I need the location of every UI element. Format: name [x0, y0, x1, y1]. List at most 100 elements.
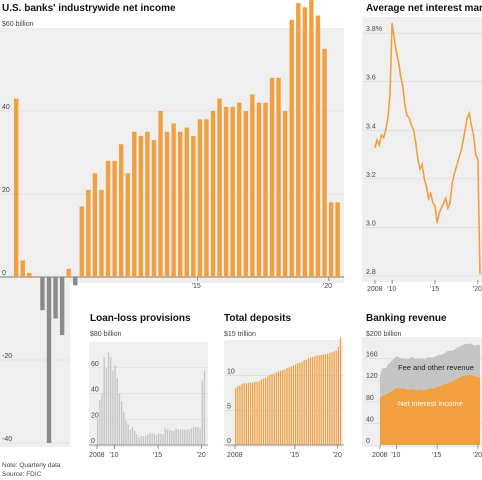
footnote: Note: Quarterly data — [2, 462, 61, 469]
net-income-bar — [20, 260, 25, 277]
net-income-bar — [27, 272, 32, 277]
nim-point — [464, 129, 466, 131]
nim-point — [442, 202, 445, 204]
deposits-bar — [307, 358, 310, 445]
loan-loss-bar — [175, 428, 177, 445]
revenue-y-tick: 0 — [366, 438, 370, 445]
revenue-y-tick: 80 — [366, 395, 374, 402]
loan-loss-bar — [142, 435, 145, 445]
nim-point — [382, 136, 385, 139]
deposits-bar — [264, 377, 267, 445]
loan-loss-bar — [164, 428, 166, 445]
deposits-chart: 10 5 0 2008 '15 '20 — [225, 337, 344, 459]
nim-point — [455, 166, 458, 168]
net-income-bar — [210, 111, 216, 277]
deposits-bar — [297, 363, 299, 445]
revenue-y-tick: 160 — [366, 352, 378, 359]
net-income-bar — [223, 106, 229, 277]
deposits-y-tick: 0 — [227, 438, 231, 445]
deposits-bar — [314, 356, 316, 445]
deposits-bar — [324, 354, 327, 445]
deposits-bar — [290, 366, 292, 445]
revenue-x-tick: 2008 — [372, 452, 388, 459]
nim-y-tick: 2.8 — [366, 269, 376, 276]
nim-point — [395, 51, 398, 54]
deposits-bar — [292, 365, 295, 445]
net-income-x-tick: '20 — [323, 283, 332, 290]
loan-loss-unit: $80 billion — [90, 331, 122, 338]
revenue-fee-area — [380, 343, 480, 398]
net-income-bar — [73, 277, 78, 286]
loan-loss-bar — [103, 357, 105, 445]
net-income-y-tick: -40 — [2, 436, 12, 443]
deposits-bar — [243, 383, 245, 445]
nim-panel-bg — [362, 17, 482, 282]
deposits-x-tick: 2008 — [227, 452, 243, 459]
loan-loss-bar — [114, 365, 116, 445]
loan-loss-bar — [177, 429, 179, 445]
deposits-y-tick: 10 — [227, 369, 235, 376]
nim-point — [462, 141, 464, 144]
deposits-bar — [320, 354, 322, 445]
net-income-bar — [289, 19, 294, 277]
nim-x-tick: '10 — [387, 286, 396, 293]
net-income-bar — [112, 160, 117, 277]
net-income-bar — [66, 268, 71, 277]
revenue-x-tick: '15 — [432, 452, 441, 459]
deposits-bar — [258, 381, 260, 445]
net-income-bar — [53, 277, 58, 319]
deposits-bar — [256, 381, 258, 445]
loan-loss-y-tick: 40 — [91, 387, 99, 394]
net-income-y-tick: -20 — [2, 353, 12, 360]
deposits-x-tick: '20 — [333, 452, 342, 459]
net-income-title: U.S. banks' industrywide net income — [2, 3, 176, 14]
loan-loss-y-tick: 20 — [91, 412, 99, 419]
nim-point — [376, 139, 378, 141]
net-income-bar — [335, 202, 340, 277]
net-income-bar — [151, 140, 157, 277]
loan-loss-bar — [107, 352, 110, 445]
deposits-bar — [239, 385, 241, 445]
deposits-bar — [273, 373, 275, 445]
deposits-bar — [269, 374, 271, 445]
nim-point — [449, 202, 451, 204]
nim-point — [457, 158, 460, 161]
revenue-y-tick: 40 — [366, 416, 374, 423]
loan-loss-bar — [129, 429, 132, 445]
deposits-bar — [241, 383, 243, 445]
deposits-bar — [294, 364, 297, 445]
net-income-y-tick: 20 — [2, 187, 10, 194]
deposits-bar — [331, 352, 333, 445]
net-income-bar — [118, 144, 124, 277]
deposits-bar — [284, 369, 286, 445]
loan-loss-bar — [147, 434, 149, 445]
loan-loss-x-tick: '15 — [153, 452, 162, 459]
net-income-bar — [276, 77, 281, 277]
loan-loss-bar — [120, 401, 123, 445]
nim-y-tick: 3.6 — [366, 75, 376, 82]
net-income-bar — [92, 173, 98, 277]
deposits-bar — [301, 361, 303, 445]
nim-point — [436, 221, 438, 224]
loan-loss-y-tick: 60 — [91, 361, 99, 368]
nim-point — [389, 93, 391, 95]
deposits-bar — [271, 374, 273, 445]
nim-point — [468, 112, 470, 114]
loan-loss-bar — [118, 393, 121, 445]
nim-point — [404, 105, 406, 107]
deposits-bar — [303, 360, 305, 445]
loan-loss-bar — [197, 426, 199, 445]
deposits-bar — [327, 353, 329, 445]
loan-loss-bar — [155, 434, 158, 445]
nim-point — [408, 117, 410, 119]
deposits-bar — [260, 379, 262, 445]
nim-point — [385, 129, 387, 131]
nim-point — [434, 204, 436, 207]
deposits-x-tick: '15 — [290, 452, 299, 459]
deposits-bar — [279, 370, 282, 445]
nim-series-line — [374, 23, 481, 274]
deposits-bar — [299, 362, 301, 445]
deposits-bar — [305, 359, 307, 445]
